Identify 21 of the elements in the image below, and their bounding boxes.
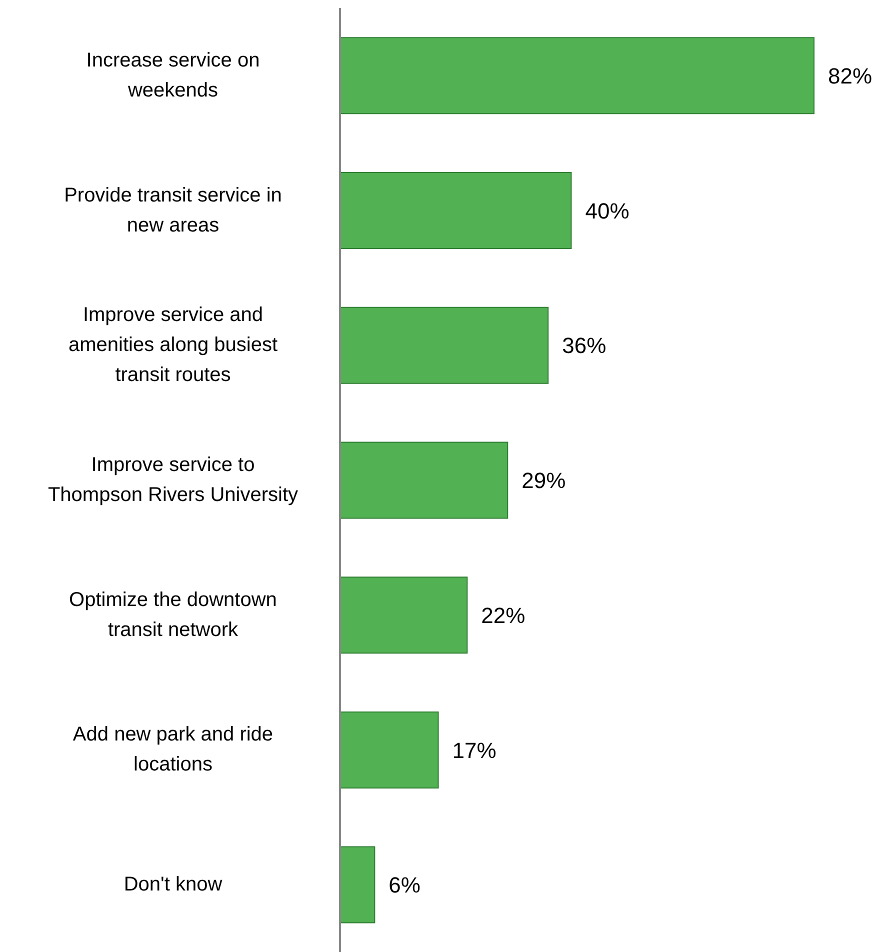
bar [340, 846, 376, 924]
bar [340, 576, 468, 654]
bar [340, 37, 814, 114]
data-label: 82% [828, 63, 872, 88]
data-label: 40% [585, 198, 630, 224]
y-tick-label: Add new park and ride locations [72, 724, 274, 776]
y-tick-label: Improve service to Thompson Rivers University [48, 454, 298, 506]
y-tick-label: Provide transit service in new areas [64, 184, 282, 236]
y-tick-label: Increase service on weekends [86, 49, 260, 102]
y-tick-label: Don't know [124, 874, 223, 896]
y-tick-label: Improve service and amenities along busiest transit routes [68, 304, 278, 386]
y-tick-label: Optimize the downtown transit network [69, 588, 277, 641]
data-label: 29% [522, 468, 566, 494]
data-label: 22% [481, 602, 526, 628]
bar [340, 172, 572, 250]
data-label: 36% [562, 333, 606, 358]
bar [340, 711, 439, 788]
bar [340, 442, 508, 519]
data-label: 17% [452, 738, 496, 763]
data-label: 6% [388, 872, 420, 898]
bar [340, 306, 549, 384]
